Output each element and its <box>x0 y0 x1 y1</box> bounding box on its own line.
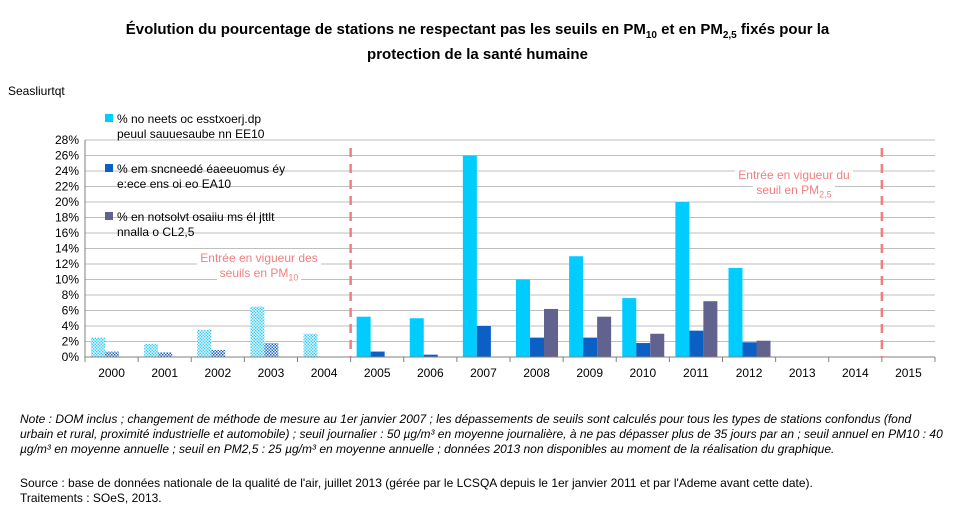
legend-label-1b: peuul sauuesaube nn EE10 <box>117 127 265 141</box>
bar-s3-2010 <box>650 333 665 357</box>
y-axis-label: Seasliurtqt <box>8 84 65 98</box>
title-part-3: fixés pour la <box>736 21 830 38</box>
bar-s1-2010 <box>622 298 637 357</box>
bar-s3-2012 <box>756 340 771 357</box>
annotation-pm25-line1: Entrée en vigueur du <box>735 167 853 183</box>
legend-label-3a: % en notsolvt osaiiu ms él jttlt <box>117 210 275 224</box>
y-tick-label: 18% <box>55 211 79 225</box>
annotation-pm25-sub: 2,5 <box>819 189 832 200</box>
legend-item-1: % no neets oc esstxoerj.dp peuul sauuesa… <box>105 112 307 142</box>
y-tick-label: 22% <box>55 180 79 194</box>
x-tick-label: 2008 <box>523 366 550 380</box>
annotation-pm10-line2: seuils en PM <box>219 266 289 280</box>
bar-s1-2008 <box>516 279 530 357</box>
bar-s1-2005 <box>356 316 371 357</box>
title-part-2: et en PM <box>656 21 723 38</box>
y-tick-label: 12% <box>55 257 79 271</box>
bar-s1-2012 <box>728 267 743 357</box>
bar-s2-2003 <box>264 343 279 357</box>
x-tick-label: 2003 <box>258 366 285 380</box>
bar-s2-2006 <box>423 354 438 357</box>
x-tick-label: 2009 <box>576 366 603 380</box>
bar-s2-2008 <box>530 337 544 357</box>
bar-s1-2007 <box>462 155 477 357</box>
bar-s2-2012 <box>742 342 757 357</box>
y-tick-label: 26% <box>55 149 79 163</box>
bar-s1-2001 <box>144 343 159 357</box>
legend-label-1a: % no neets oc esstxoerj.dp <box>117 112 262 126</box>
legend-label-3b: nnalla o CL2,5 <box>117 225 195 239</box>
bar-s3-2011 <box>703 301 718 357</box>
legend-item-3: % en notsolvt osaiiu ms él jttlt nnalla … <box>105 210 307 240</box>
x-tick-label: 2013 <box>789 366 816 380</box>
bar-s2-2001 <box>158 352 173 357</box>
y-tick-label: 28% <box>55 133 79 147</box>
y-tick-label: 4% <box>62 319 80 333</box>
legend-swatch-1 <box>105 114 113 122</box>
bar-s1-2003 <box>250 306 265 357</box>
y-tick-label: 0% <box>62 350 80 364</box>
chart-source: Source : base de données nationale de la… <box>20 476 813 490</box>
annotation-pm10-line1: Entrée en vigueur des <box>197 250 321 266</box>
bar-s2-2011 <box>689 330 704 357</box>
x-tick-label: 2004 <box>311 366 338 380</box>
chart-title: Évolution du pourcentage de stations ne … <box>0 20 955 64</box>
chart-note: Note : DOM inclus ; changement de méthod… <box>20 412 943 456</box>
bar-s1-2006 <box>409 318 424 357</box>
bar-s2-2000 <box>105 351 119 357</box>
x-tick-label: 2011 <box>683 366 709 380</box>
title-line-2: protection de la santé humaine <box>367 46 588 63</box>
y-tick-label: 24% <box>55 164 79 178</box>
x-tick-label: 2012 <box>736 366 763 380</box>
title-sub-pm25: 2,5 <box>722 30 737 41</box>
bar-s1-2000 <box>91 337 105 357</box>
annotation-pm25: Entrée en vigueur du seuil en PM2,5 <box>722 167 866 202</box>
annotation-pm25-line2: seuil en PM <box>756 183 820 197</box>
y-tick-label: 10% <box>55 273 79 287</box>
annotation-pm10: Entrée en vigueur des seuils en PM10 <box>188 250 330 285</box>
legend-item-2: % em sncneedé éaeeuomus éy e:ece ens oi … <box>105 162 307 192</box>
x-tick-label: 2015 <box>895 366 922 380</box>
legend-label-2a: % em sncneedé éaeeuomus éy <box>117 162 286 176</box>
bar-s1-2011 <box>675 202 690 357</box>
bar-s2-2007 <box>476 326 491 357</box>
annotation-pm10-sub: 10 <box>288 272 299 283</box>
bar-s1-2004 <box>303 333 318 357</box>
x-tick-label: 2000 <box>98 366 125 380</box>
bar-s2-2010 <box>636 343 651 357</box>
x-tick-label: 2005 <box>364 366 391 380</box>
bar-s1-2009 <box>569 256 584 357</box>
x-tick-label: 2001 <box>151 366 178 380</box>
bar-s3-2009 <box>597 316 612 357</box>
bar-s2-2002 <box>211 350 226 357</box>
legend-label-2b: e:ece ens oi eo EA10 <box>117 177 232 191</box>
y-tick-label: 14% <box>55 242 79 256</box>
legend-swatch-3 <box>105 212 113 220</box>
y-tick-label: 2% <box>62 335 80 349</box>
bar-s1-2002 <box>197 329 212 357</box>
x-tick-label: 2006 <box>417 366 444 380</box>
bar-s2-2005 <box>370 351 385 357</box>
title-sub-pm10: 10 <box>645 30 657 41</box>
x-tick-label: 2007 <box>470 366 497 380</box>
chart-treatment: Traitements : SOeS, 2013. <box>20 491 162 505</box>
y-tick-label: 20% <box>55 195 79 209</box>
y-tick-label: 6% <box>62 304 80 318</box>
title-part-1: Évolution du pourcentage de stations ne … <box>125 21 646 38</box>
legend-swatch-2 <box>105 164 113 172</box>
x-tick-label: 2010 <box>629 366 656 380</box>
x-tick-label: 2002 <box>204 366 231 380</box>
y-tick-label: 8% <box>62 288 80 302</box>
bar-s3-2008 <box>544 308 558 357</box>
x-tick-label: 2014 <box>842 366 869 380</box>
y-tick-label: 16% <box>55 226 79 240</box>
bar-s2-2009 <box>583 337 598 357</box>
